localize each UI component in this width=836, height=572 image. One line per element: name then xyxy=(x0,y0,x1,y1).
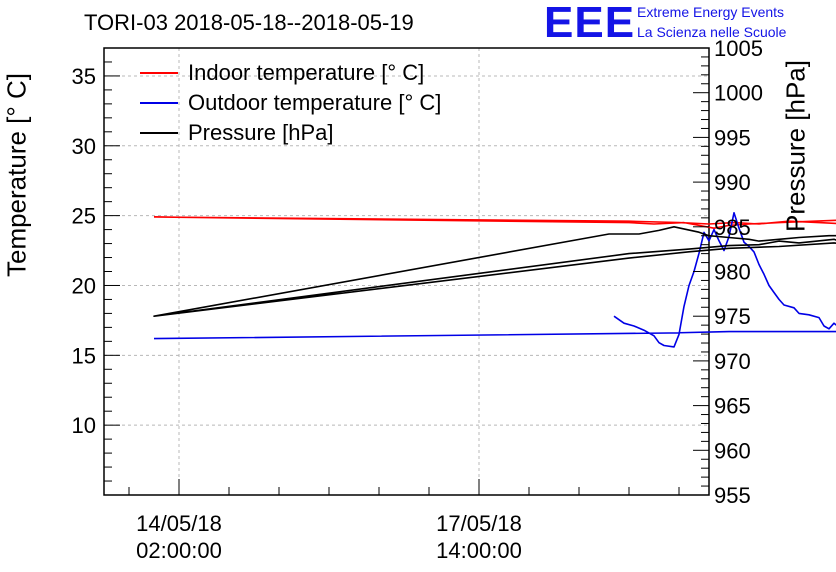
right-tick-label: 1000 xyxy=(714,81,763,106)
x-tick-date: 17/05/18 xyxy=(436,511,522,536)
series-layer xyxy=(153,212,836,348)
chart-title: TORI-03 2018-05-18--2018-05-19 xyxy=(84,10,414,35)
x-tick-label: 17/05/18 14:00:00 xyxy=(419,510,539,564)
left-tick-label: 10 xyxy=(72,413,96,438)
series-line-1 xyxy=(153,212,836,348)
left-axis-ticks: 10 15 20 25 30 35 xyxy=(72,61,120,482)
x-axis-ticks xyxy=(128,479,680,495)
right-tick-label: 980 xyxy=(714,260,751,285)
x-tick-time: 02:00:00 xyxy=(136,538,222,563)
legend-label-pressure: Pressure [hPa] xyxy=(188,120,334,145)
x-tick-time: 14:00:00 xyxy=(436,538,522,563)
grid-lines xyxy=(104,48,709,495)
y-axis-label-left: Temperature [° C] xyxy=(1,72,32,278)
logo-line-2: La Scienza nelle Scuole xyxy=(637,24,787,40)
right-tick-label: 960 xyxy=(714,438,751,463)
series-line-2 xyxy=(153,226,836,318)
right-tick-label: 985 xyxy=(714,215,751,240)
y-axis-label-right: Pressure [hPa] xyxy=(780,60,811,232)
legend-label-outdoor: Outdoor temperature [° C] xyxy=(188,90,442,115)
x-tick-date: 14/05/18 xyxy=(136,511,222,536)
right-tick-label: 1005 xyxy=(714,36,763,61)
left-tick-label: 15 xyxy=(72,343,96,368)
legend-item-indoor: Indoor temperature [° C] xyxy=(140,58,424,88)
logo-line-1: Extreme Energy Events xyxy=(637,4,785,20)
right-tick-label: 955 xyxy=(714,483,751,508)
eee-logo: EEE xyxy=(544,0,636,47)
legend-swatch-outdoor xyxy=(140,102,178,104)
legend-item-outdoor: Outdoor temperature [° C] xyxy=(140,88,441,118)
left-tick-label: 35 xyxy=(72,64,96,89)
right-tick-label: 995 xyxy=(714,125,751,150)
right-tick-label: 970 xyxy=(714,349,751,374)
left-tick-label: 30 xyxy=(72,134,96,159)
legend-swatch-indoor xyxy=(140,72,178,74)
legend-swatch-pressure xyxy=(140,132,178,134)
right-axis-ticks: 955 960 965 970 975 980 985 990 995 1000 1005 xyxy=(693,36,763,508)
legend-item-pressure: Pressure [hPa] xyxy=(140,118,334,148)
x-tick-label: 14/05/18 02:00:00 xyxy=(119,510,239,564)
right-tick-label: 965 xyxy=(714,394,751,419)
series-line-0 xyxy=(153,216,836,229)
legend-label-indoor: Indoor temperature [° C] xyxy=(188,60,425,85)
right-tick-label: 990 xyxy=(714,170,751,195)
left-tick-label: 25 xyxy=(72,204,96,229)
right-tick-label: 975 xyxy=(714,304,751,329)
left-tick-label: 20 xyxy=(72,273,96,298)
